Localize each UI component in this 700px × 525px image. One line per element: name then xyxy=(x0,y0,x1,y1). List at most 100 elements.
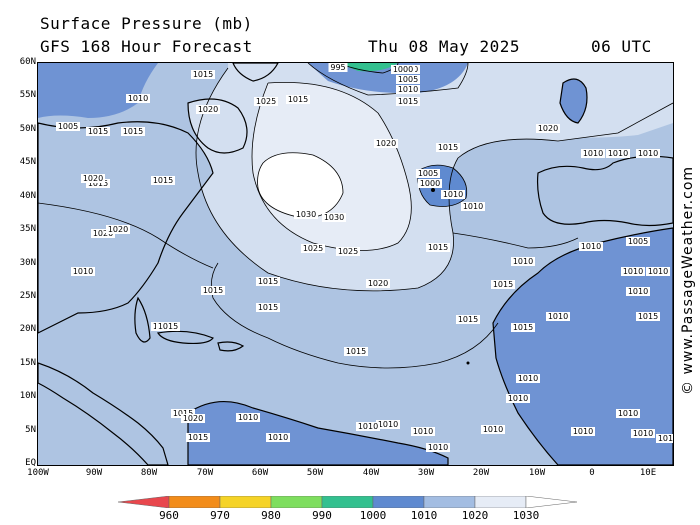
isobar-label-bg xyxy=(266,433,290,442)
isobar-label: 1015 xyxy=(173,409,193,418)
colorbar-cell xyxy=(118,496,170,508)
isobar-label-bg xyxy=(86,127,110,136)
isobar-label: 1010 xyxy=(608,149,628,158)
isobar-label: 1005 xyxy=(628,237,648,246)
lat-label: 50N xyxy=(19,124,36,134)
isobar-label-bg xyxy=(376,420,400,429)
isobar-label: 1010 xyxy=(583,149,603,158)
isobar-label: 1015 xyxy=(153,176,173,185)
isobar-label: 1015 xyxy=(158,322,178,331)
isobar-label: 1015 xyxy=(346,347,366,356)
lon-label: 90W xyxy=(85,468,103,478)
isobar-label: 1000 xyxy=(393,65,413,74)
pressure-map[interactable]: 1000100510101015101510201025103010301025… xyxy=(37,62,674,466)
isobar-label: 1010 xyxy=(428,443,448,452)
isobar-label: 1010 xyxy=(73,267,93,276)
isobar-label-bg xyxy=(461,202,485,211)
pressure-colorbar xyxy=(118,496,578,508)
colorbar-cell xyxy=(219,496,272,508)
isobar-label: 1015 xyxy=(438,143,458,152)
isobar-label-bg xyxy=(426,243,450,252)
isobar-label-bg xyxy=(636,312,660,321)
hispaniola-land xyxy=(217,341,245,352)
isobar-label: 1010 xyxy=(628,287,648,296)
central-america-land xyxy=(38,362,169,465)
isobar-label: 1030 xyxy=(324,213,344,222)
lat-label: 20N xyxy=(19,324,36,334)
isobar-label-bg xyxy=(656,434,673,443)
forecast-subtitle: GFS 168 Hour Forecast xyxy=(40,37,253,56)
isobar-label: 1010 xyxy=(658,434,673,443)
isobar-label: 1010 xyxy=(581,242,601,251)
isobar-label: 1010 xyxy=(623,267,643,276)
isobar-label-bg xyxy=(121,127,145,136)
isobar-label-bg xyxy=(236,413,260,422)
isobar-label-bg xyxy=(436,143,460,152)
isobar-label-bg xyxy=(396,85,420,94)
isobar-label-bg xyxy=(646,267,670,276)
isobar-1005 xyxy=(417,164,468,207)
lat-label: 5N xyxy=(25,425,36,435)
isobar-label: 1010 xyxy=(238,413,258,422)
isobar-label-bg xyxy=(416,169,440,178)
isobar-label: 1015 xyxy=(188,433,208,442)
colorbar-cell xyxy=(372,496,425,508)
low-pressure-north-area xyxy=(308,63,468,94)
isobar-label: 1015 xyxy=(203,286,223,295)
lat-label: 60N xyxy=(19,57,36,67)
lat-label: 40N xyxy=(19,191,36,201)
isobar-label: 1010 xyxy=(413,427,433,436)
isobar-label-bg xyxy=(336,247,360,256)
lat-label: EQ xyxy=(25,458,36,468)
lat-label: 15N xyxy=(19,358,36,368)
isobar-label: 1010 xyxy=(573,427,593,436)
colorbar-label: 960 xyxy=(159,509,179,522)
isobar-label: 1010 xyxy=(548,312,568,321)
isobar-label: 1010 xyxy=(398,85,418,94)
isobar-label-bg xyxy=(396,97,420,106)
isobar-label: 1010 xyxy=(443,190,463,199)
isobar-label-bg xyxy=(91,229,115,238)
high-pressure-1030-core xyxy=(257,152,343,218)
isobar-label-bg xyxy=(171,409,195,418)
lon-label: 40W xyxy=(362,468,380,478)
lon-label: 0 xyxy=(589,468,595,478)
isobar-label-bg xyxy=(511,257,535,266)
watermark-text: © www.PassageWeather.com xyxy=(680,165,696,395)
isobar-label: 1020 xyxy=(538,124,558,133)
isobar-label-bg xyxy=(511,323,535,332)
isobar-1015-west xyxy=(38,202,214,269)
isobar-label-bg xyxy=(301,244,325,253)
lat-label: 45N xyxy=(19,157,36,167)
cuba-land xyxy=(157,330,214,345)
isobar-label-bg xyxy=(196,105,220,114)
isobar-1030 xyxy=(257,152,344,219)
isobar-label: 1010 xyxy=(633,429,653,438)
isobar-label-bg xyxy=(81,174,105,183)
pressure-map-canvas[interactable]: 1000100510101015101510201025103010301025… xyxy=(38,63,673,465)
isobar-label-bg xyxy=(366,279,390,288)
isobar-1015-south xyxy=(210,262,499,369)
lat-label: 10N xyxy=(19,391,36,401)
isobar-label: 1010 xyxy=(638,149,658,158)
isobar-label: 1005 xyxy=(418,169,438,178)
colorbar-cell xyxy=(525,496,578,508)
isobar-label-bg xyxy=(631,429,655,438)
isobar-lines xyxy=(38,63,673,369)
isobar-label: 1020 xyxy=(368,279,388,288)
isobar-label-bg xyxy=(606,149,630,158)
isobar-label: 1020 xyxy=(83,174,103,183)
colorbar-cell xyxy=(168,496,221,508)
isobar-label-bg xyxy=(374,139,398,148)
colorbar-label: 980 xyxy=(261,509,281,522)
isobar-label-bg xyxy=(426,443,450,452)
colorbar-cell xyxy=(423,496,476,508)
isobar-label: 1015 xyxy=(258,303,278,312)
isobar-label-bg xyxy=(536,124,560,133)
colorbar-cell xyxy=(321,496,374,508)
isobar-label: 1015 xyxy=(428,243,448,252)
isobar-label: 1015 xyxy=(458,315,478,324)
isobar-label-bg xyxy=(328,63,348,72)
isobar-label: 1015 xyxy=(288,95,308,104)
isobar-label: 1020 xyxy=(93,229,113,238)
